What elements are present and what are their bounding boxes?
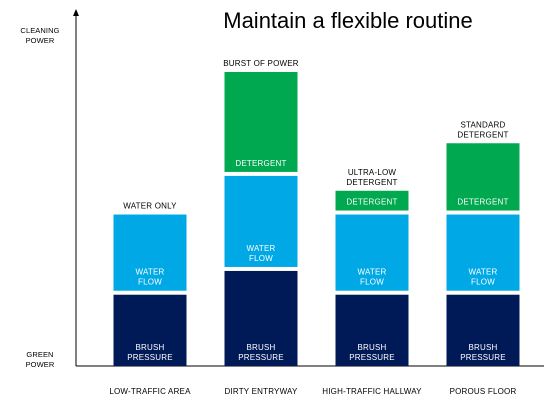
chart-title: Maintain a flexible routine xyxy=(223,8,472,33)
bar-segment-label: WATER xyxy=(136,268,165,277)
bar-segment-label: WATER xyxy=(247,244,276,253)
bar-segment-label: DETERGENT xyxy=(457,198,508,207)
bar-segment xyxy=(446,143,520,211)
bar-top-label: DETERGENT xyxy=(346,178,397,187)
bar-segment xyxy=(224,175,298,267)
bar-segment xyxy=(446,294,520,366)
bar-top-label: WATER ONLY xyxy=(123,202,177,211)
y-axis-bottom-label-line-1: GREEN xyxy=(26,350,53,359)
bar-segment-label: DETERGENT xyxy=(235,159,286,168)
bar-segment-label: BRUSH xyxy=(135,343,164,352)
y-axis-bottom-label-line-2: POWER xyxy=(26,360,55,369)
bar-segment-label: BRUSH xyxy=(468,343,497,352)
bar-segment-label: FLOW xyxy=(249,254,273,263)
y-axis-arrow xyxy=(73,9,79,16)
bar-segment-label: PRESSURE xyxy=(238,353,284,362)
bar-segment xyxy=(224,270,298,366)
bar-segment-label: PRESSURE xyxy=(460,353,506,362)
bar-segment-label: PRESSURE xyxy=(127,353,173,362)
bar-segment-label: FLOW xyxy=(138,278,162,287)
y-axis-top-label-line-1: CLEANING xyxy=(20,26,59,35)
bar-top-label: DETERGENT xyxy=(457,130,508,139)
category-tick-label: LOW-TRAFFIC AREA xyxy=(109,387,191,394)
bar-segment xyxy=(335,294,409,366)
bar-top-label: BURST OF POWER xyxy=(223,59,299,68)
category-tick-label: DIRTY ENTRYWAY xyxy=(224,387,297,394)
bar-segment-label: BRUSH xyxy=(246,343,275,352)
bar-segment xyxy=(335,214,409,291)
bar-top-label: ULTRA-LOW xyxy=(348,168,397,177)
bar-segment-label: WATER xyxy=(469,268,498,277)
category-tick-label: POROUS FLOOR xyxy=(450,387,517,394)
bar-segment-label: WATER xyxy=(358,268,387,277)
bar-segment xyxy=(113,294,187,366)
bar-segment-label: FLOW xyxy=(471,278,495,287)
bar-segment-label: FLOW xyxy=(360,278,384,287)
y-axis-top-label-line-2: POWER xyxy=(26,36,55,45)
category-tick-label: HIGH-TRAFFIC HALLWAY xyxy=(322,387,422,394)
bar-segment-label: PRESSURE xyxy=(349,353,395,362)
bar-top-label: STANDARD xyxy=(460,120,505,129)
bar-segment-label: BRUSH xyxy=(357,343,386,352)
bar-segment xyxy=(335,190,409,211)
bar-segment xyxy=(446,214,520,291)
bar-segment-label: DETERGENT xyxy=(346,198,397,207)
bar-segment xyxy=(224,71,298,172)
bar-segment xyxy=(113,214,187,291)
